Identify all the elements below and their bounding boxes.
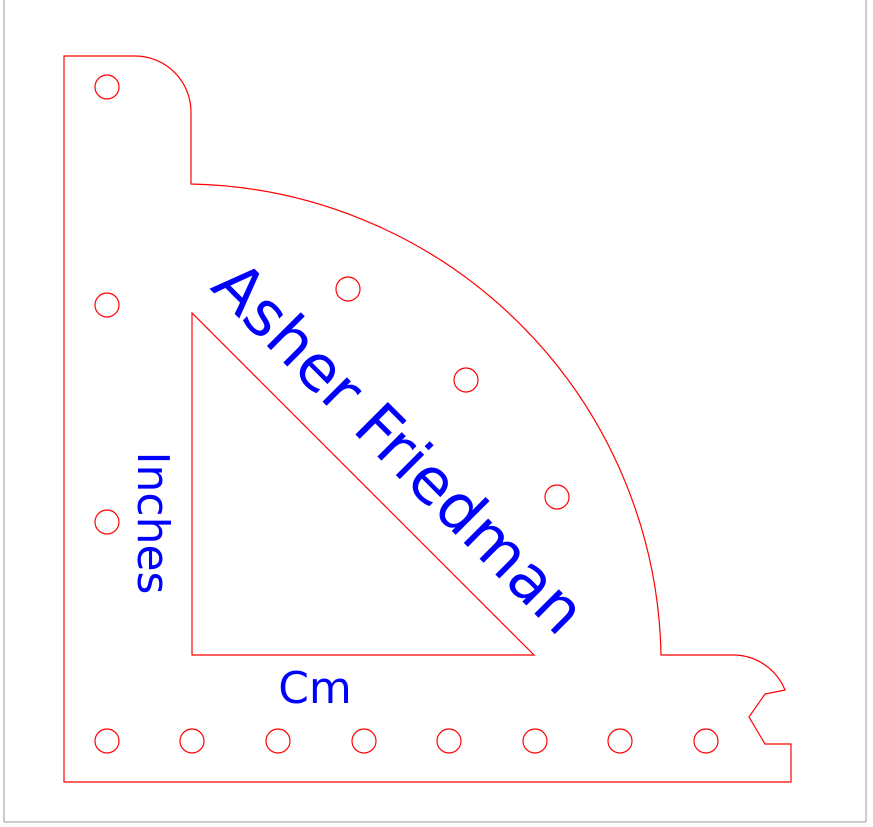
arc-hole-row <box>335 276 570 510</box>
engraved-name: Asher Friedman <box>199 247 600 648</box>
engraved-inches-label: Inches <box>127 452 178 595</box>
hole <box>94 509 120 535</box>
left-hole-column <box>94 74 120 535</box>
canvas-frame <box>3 0 867 823</box>
hole <box>453 367 479 393</box>
hole <box>265 728 291 754</box>
hole <box>335 276 361 302</box>
engraved-cm-label: Cm <box>278 663 352 714</box>
hole <box>607 728 633 754</box>
square-outer-outline <box>63 55 792 783</box>
hole <box>94 728 120 754</box>
hole <box>94 292 120 318</box>
triangle-cutout <box>191 311 536 656</box>
hole <box>436 728 462 754</box>
hole <box>522 728 548 754</box>
hole <box>351 728 377 754</box>
hole <box>94 74 120 100</box>
hole <box>179 728 205 754</box>
hole <box>544 484 570 510</box>
hole <box>693 728 719 754</box>
bottom-hole-row <box>94 728 719 754</box>
